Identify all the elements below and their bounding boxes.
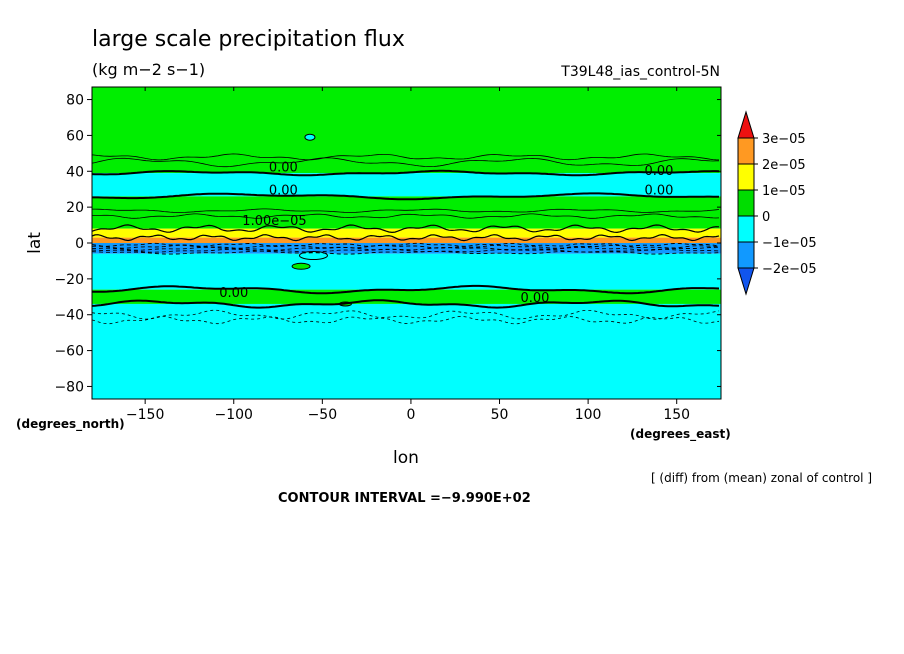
- colorbar-cap-top: [737, 110, 755, 139]
- contour-label: 0.00: [269, 160, 298, 175]
- y-tick-label: 0: [75, 236, 84, 252]
- contour-line: [92, 208, 720, 213]
- y-tick-label: −80: [54, 379, 84, 395]
- contour-band: [92, 228, 721, 238]
- contour-line: [91, 169, 720, 177]
- contour-blob: [298, 251, 328, 261]
- contour-line: [91, 153, 720, 161]
- colorbar-label: −2e−05: [762, 262, 817, 277]
- contour-label: 0.00: [269, 184, 298, 199]
- x-tick-label: −100: [215, 407, 253, 423]
- y-tick-label: 40: [66, 164, 84, 180]
- contour-band: [92, 173, 721, 197]
- y-tick-label: −60: [54, 344, 84, 360]
- x-unit-label: (degrees_east): [630, 427, 731, 442]
- colorbar-swatch: [737, 137, 755, 165]
- x-axis-label: lon: [393, 448, 419, 468]
- colorbar-cap-bottom: [737, 267, 755, 296]
- contour-line: [91, 299, 720, 309]
- colorbar-label: 1e−05: [762, 184, 806, 199]
- contour-label: 0.00: [645, 164, 674, 179]
- plot-area: 0.00 0.00 0.00 0.00 1.00e−05 0.00 0.00: [91, 86, 722, 400]
- contour-band: [92, 237, 721, 243]
- contour-blob: [304, 133, 316, 141]
- contour-label: 1.00e−05: [242, 214, 306, 229]
- contour-label: 0.00: [520, 291, 549, 306]
- x-tick-label: 0: [406, 407, 415, 423]
- colorbar-label: −1e−05: [762, 236, 817, 251]
- contour-line: [91, 315, 720, 325]
- colorbar-label: 0: [762, 210, 770, 225]
- colorbar-swatch: [737, 215, 755, 243]
- contour-line: [92, 284, 720, 295]
- colorbar-label: 2e−05: [762, 158, 806, 173]
- contour-band: [92, 196, 721, 229]
- footer-note: [ (diff) from (mean) zonal of control ]: [651, 471, 872, 485]
- contour-line: [91, 224, 720, 234]
- contour-band: [92, 253, 721, 290]
- y-tick-label: 60: [66, 128, 84, 144]
- contour-line: [92, 192, 719, 201]
- colorbar-swatch: [737, 163, 755, 191]
- colorbar-swatch: [737, 189, 755, 217]
- contour-band: [92, 289, 721, 304]
- x-tick-label: −50: [308, 407, 338, 423]
- y-tick-label: 80: [66, 93, 84, 109]
- colorbar-swatch: [737, 241, 755, 269]
- contour-line: [91, 157, 720, 168]
- contour-label: 0.00: [645, 184, 674, 199]
- x-tick-label: −150: [126, 407, 164, 423]
- y-axis-label: lat: [25, 232, 45, 254]
- chart-title: large scale precipitation flux: [92, 27, 405, 52]
- y-unit-label: (degrees_north): [16, 417, 125, 432]
- y-tick-label: −40: [54, 308, 84, 324]
- run-label: T39L48_ias_control-5N: [560, 64, 720, 80]
- contour-label: 0.00: [219, 286, 248, 301]
- contour-band: [92, 303, 721, 399]
- contour-band: [92, 87, 721, 174]
- contour-blob: [291, 262, 311, 270]
- contour-line: [92, 213, 720, 219]
- contour-line: [91, 233, 720, 242]
- contour-line: [91, 309, 720, 320]
- contour-interval: CONTOUR INTERVAL =−9.990E+02: [278, 491, 531, 506]
- colorbar: 3e−05 2e−05 1e−05 0 −1e−05 −2e−05: [737, 110, 817, 296]
- colorbar-label: 3e−05: [762, 132, 806, 147]
- x-tick-label: 150: [663, 407, 690, 423]
- x-tick-label: 100: [575, 407, 602, 423]
- x-tick-label: 50: [491, 407, 509, 423]
- contour-band: [92, 243, 721, 254]
- y-tick-label: −20: [54, 272, 84, 288]
- y-tick-label: 20: [66, 200, 84, 216]
- units-label: (kg m−2 s−1): [92, 60, 205, 79]
